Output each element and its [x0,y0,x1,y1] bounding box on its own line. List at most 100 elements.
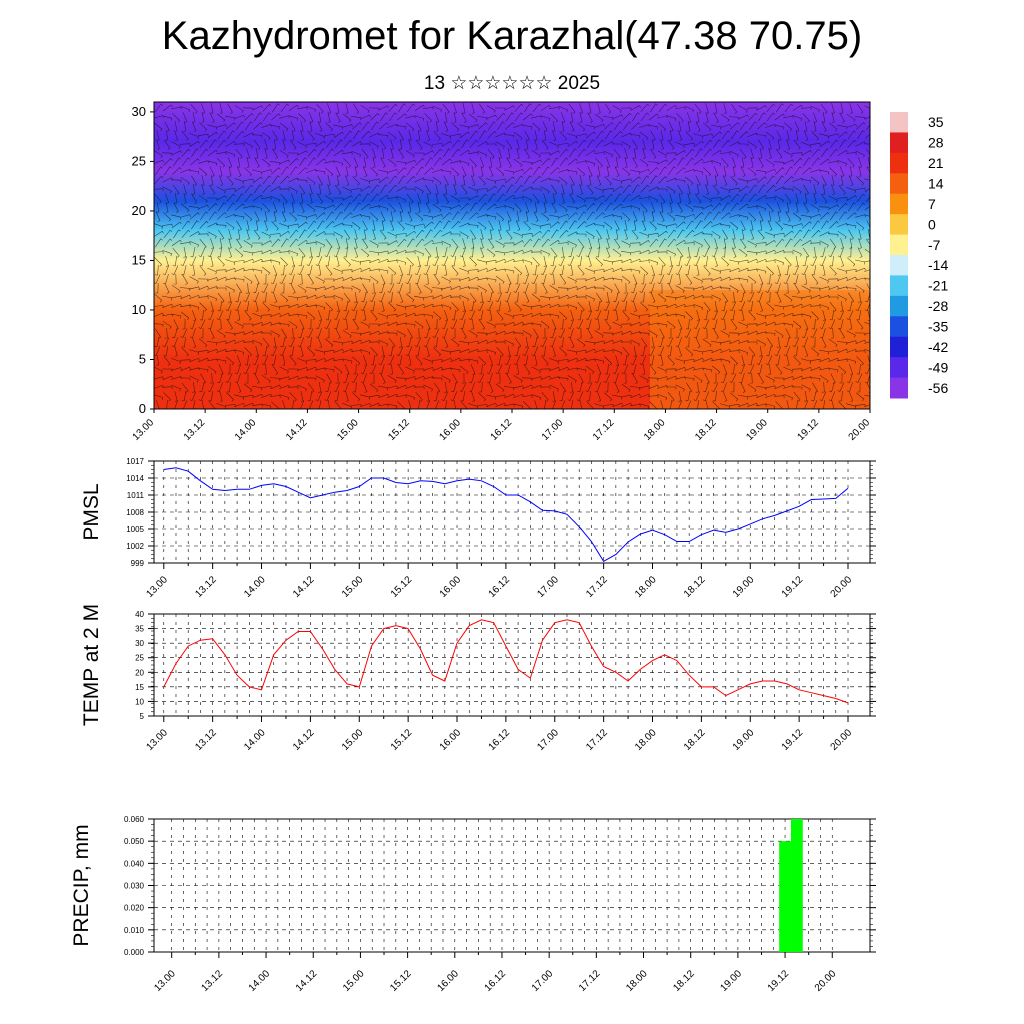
colorbar-swatch [890,275,908,297]
x-tick-label: 18.12 [682,727,708,753]
y-tick-label: 20 [132,203,146,218]
x-tick-label: 15.12 [388,968,414,994]
colorbar-swatch [890,255,908,276]
x-tick-label: 18.00 [642,417,668,443]
x-tick-label: 14.00 [233,417,259,443]
x-tick-label: 17.12 [584,727,610,753]
x-tick-label: 17.00 [535,574,561,600]
x-tick-label: 17.00 [535,727,561,753]
colorbar-label: 35 [928,114,944,130]
colorbar-label: -42 [928,339,948,355]
y-tick-label: 1014 [126,474,144,483]
y-tick-label: 0.020 [124,904,145,913]
x-tick-label: 13.12 [193,727,219,753]
x-tick-label: 18.12 [693,417,719,443]
x-tick-label: 15.00 [340,727,366,753]
x-tick-label: 15.00 [341,968,367,994]
panel-frame [153,613,871,717]
x-tick-label: 13.00 [152,968,178,994]
y-tick-label: 5 [140,712,145,721]
colorbar-swatch [890,377,908,399]
page-subtitle: 13 ☆☆☆☆☆☆ 2025 [423,73,601,94]
x-tick-label: 14.00 [242,574,268,600]
precip-bar [790,819,803,952]
x-tick-label: 16.00 [438,727,464,753]
x-tick-label: 19.12 [780,574,806,600]
y-axis-label: PRECIP, mm [70,824,93,946]
page-title: Kazhydromet for Karazhal(47.38 70.75) [161,14,863,58]
colorbar-label: -21 [928,278,948,294]
x-tick-label: 14.00 [242,727,268,753]
colorbar-swatch [890,214,908,236]
colorbar-label: -28 [928,298,948,314]
colorbar-label: -35 [928,319,948,335]
x-tick-label: 18.00 [633,574,659,600]
x-tick-label: 15.00 [335,417,361,443]
y-tick-label: 15 [135,683,144,692]
x-tick-label: 18.12 [682,574,708,600]
y-tick-label: 1017 [126,457,144,466]
x-tick-label: 16.12 [483,968,509,994]
y-tick-label: 0.040 [124,859,145,868]
x-tick-label: 19.12 [766,968,792,994]
x-tick-label: 16.12 [487,574,513,600]
y-tick-label: 15 [132,252,146,267]
colorbar-label: -14 [928,257,948,273]
colorbar-label: 21 [928,155,944,171]
pmsl-line [163,467,849,562]
x-tick-label: 15.12 [386,417,412,443]
panel-frame [153,818,871,953]
x-tick-label: 14.00 [247,968,273,994]
colorbar-label: 28 [928,135,944,151]
x-tick-label: 16.12 [487,727,513,753]
x-tick-label: 17.00 [540,417,566,443]
x-tick-label: 15.12 [389,574,415,600]
pmsl-chart: 999 1002 1005 1008 1011 1014 1017 13.00 13.12 14.… [80,457,876,600]
heatmap-east-region [650,290,870,409]
colorbar-label: 7 [928,196,936,212]
y-tick-label: 999 [131,559,145,568]
temp-chart: 5 10 15 20 25 30 35 40 13.00 13.12 14.00 14.12 15.00… [80,604,876,753]
y-tick-label: 0.000 [124,948,145,957]
y-tick-label: 10 [132,302,146,317]
y-tick-label: 25 [135,654,144,663]
precip-bar [779,841,791,952]
x-tick-label: 18.00 [624,968,650,994]
colorbar-label: -56 [928,380,948,396]
x-tick-label: 20.00 [829,727,855,753]
colorbar-swatch [890,316,908,338]
panel-frame [153,460,871,564]
x-tick-label: 15.00 [340,574,366,600]
colorbar-label: -49 [928,359,948,375]
wind-barbs [154,103,870,409]
x-tick-label: 18.12 [671,968,697,994]
x-tick-label: 17.12 [591,417,617,443]
x-tick-label: 19.00 [744,417,770,443]
x-tick-label: 14.12 [294,968,320,994]
y-tick-label: 0.050 [124,837,145,846]
x-tick-label: 14.12 [291,574,317,600]
x-tick-label: 19.00 [731,574,757,600]
y-axis-label: TEMP at 2 M [80,604,103,726]
cross-section-chart: 0 5 10 15 20 25 30 13.00 13.12 14.00 14.12 15.00 15.… [131,101,948,443]
colorbar-swatch [890,234,908,256]
y-tick-label: 35 [135,625,144,634]
y-tick-label: 0.060 [124,815,145,824]
x-tick-label: 13.00 [131,417,157,443]
y-tick-label: 40 [135,610,144,619]
temp-line [163,619,849,704]
y-tick-label: 1002 [126,542,144,551]
colorbar-swatch [890,193,908,215]
x-tick-label: 13.00 [144,727,170,753]
x-tick-label: 20.00 [813,968,839,994]
colorbar-swatch [890,152,908,174]
y-tick-label: 1008 [126,508,144,517]
x-tick-label: 16.00 [438,574,464,600]
x-tick-label: 17.12 [584,574,610,600]
y-tick-label: 25 [132,153,146,168]
colorbar-label: 14 [928,176,944,192]
colorbar-swatch [890,132,908,154]
y-tick-label: 30 [135,639,144,648]
heatmap-field [154,102,870,409]
colorbar-swatch [890,112,908,133]
